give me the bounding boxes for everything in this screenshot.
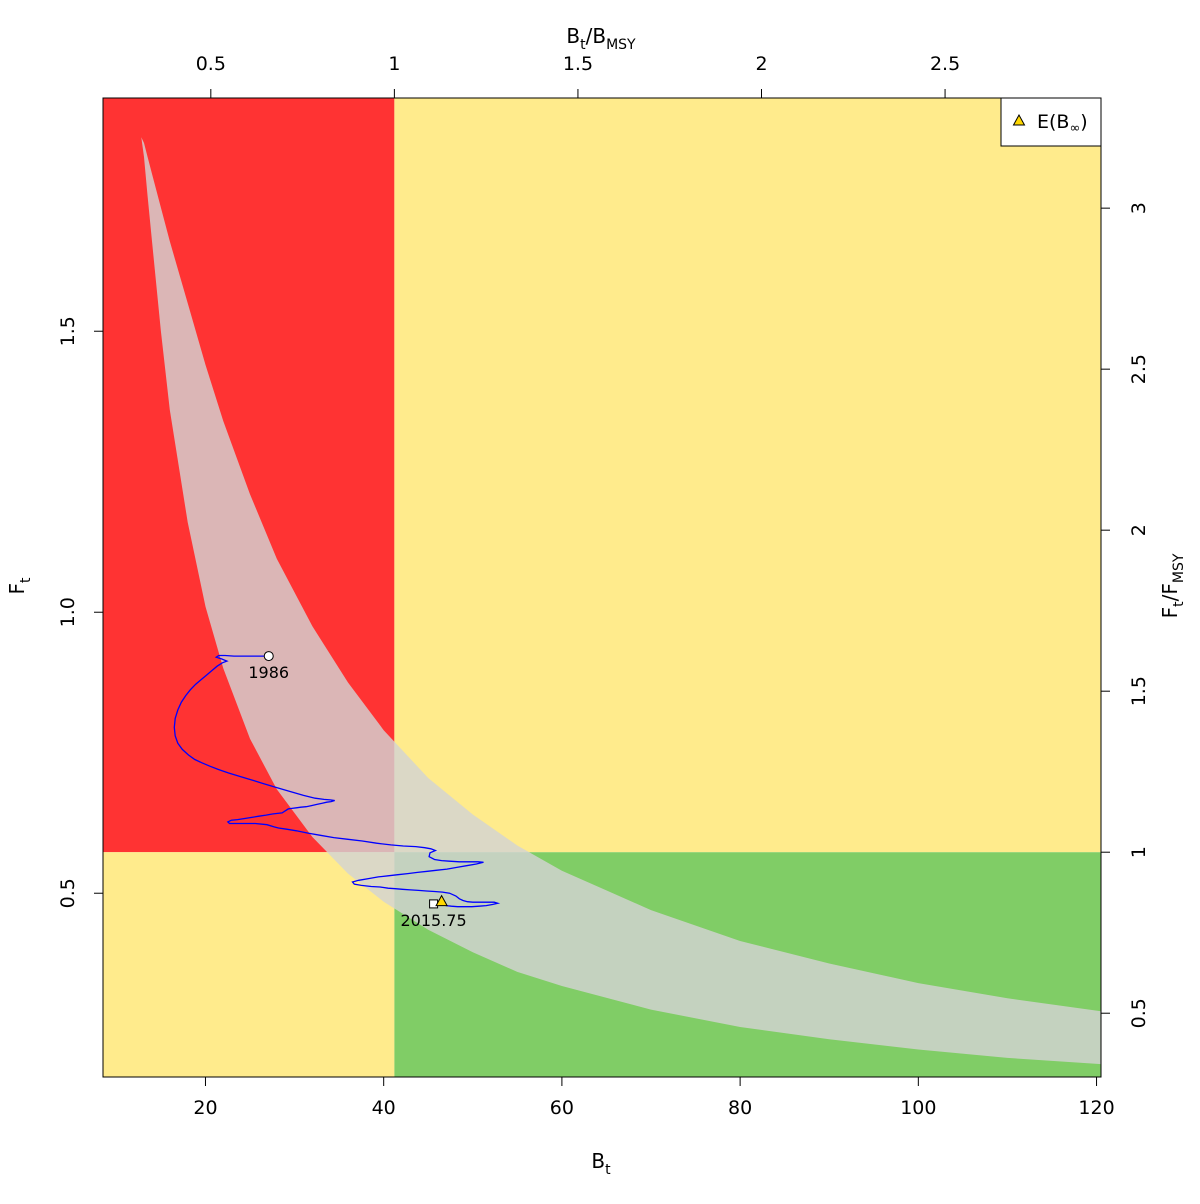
top-axis-tick-label: 1 [388,53,400,75]
y-axis-title-sub: t [18,577,34,583]
right-axis-tick-label: 0.5 [1128,998,1150,1028]
x-axis-title: Bt [591,1149,611,1178]
msy-uncertainty-band [141,137,1101,1065]
bottom-axis-tick-label: 100 [900,1097,936,1119]
right-axis-title-t: t [1171,601,1187,607]
legend-label: E(B∞) [1037,111,1088,136]
y-axis-title: Ft [5,577,34,595]
legend-label-suffix: ) [1080,111,1087,133]
bottom-axis-tick-label: 20 [193,1097,217,1119]
right-axis-title: Ft/FMSY [1158,553,1187,618]
quadrant-overfished-only [103,852,395,1077]
left-axis-tick-label: 0.5 [57,878,79,908]
trajectory-line [173,654,501,908]
right-axis-title-f: F [1158,607,1182,619]
top-axis-title-b: B [566,24,580,48]
right-axis-tick-label: 2.5 [1128,354,1150,384]
left-axis-tick-label: 1.0 [57,597,79,627]
top-axis-tick-label: 1.5 [563,53,593,75]
top-axis-title-msy: MSY [606,37,636,53]
legend-triangle-icon [1012,113,1026,126]
quadrant-layer [103,98,1101,1077]
legend-label-symbol: ∞ [1069,121,1080,136]
start-point-marker [263,651,274,662]
trajectory-layer [173,654,501,908]
bottom-axis-tick-label: 40 [372,1097,396,1119]
top-axis-tick-label: 2.5 [930,53,960,75]
right-axis-title-msy: MSY [1171,553,1187,583]
top-axis-title: Bt/BMSY [566,24,636,53]
top-axis-tick-label: 0.5 [196,53,226,75]
legend-label-prefix: E(B [1037,111,1069,133]
left-axis: 0.5 1.0 1.5 [57,316,104,908]
end-point-label: 2015.75 [401,911,467,930]
y-axis-title-main: F [5,583,29,595]
quadrant-overfishing-only [394,98,1101,853]
bottom-axis: 20 40 60 80 100 120 [193,1076,1115,1119]
right-axis-tick-label: 1 [1128,846,1150,858]
right-axis-tick-label: 1.5 [1128,676,1150,706]
top-axis-title-slash: /B [586,24,606,48]
bottom-axis-tick-label: 60 [550,1097,574,1119]
end-point-marker [429,899,439,909]
top-axis-tick-label: 2 [755,53,767,75]
msy-band-layer [141,137,1101,1065]
right-axis-tick-label: 2 [1128,524,1150,536]
right-axis-title-slash: /F [1158,583,1182,601]
top-axis: 0.5 1 1.5 2 2.5 [196,53,960,99]
legend: E(B∞) [1000,97,1102,147]
bottom-axis-tick-label: 80 [728,1097,752,1119]
x-axis-title-sub: t [605,1162,611,1178]
start-point-label: 1986 [248,663,289,682]
bottom-axis-tick-label: 120 [1078,1097,1114,1119]
points-layer: 1986 2015.75 [248,651,467,930]
right-axis: 0.5 1 1.5 2 2.5 3 [1100,202,1150,1028]
top-axis-title-t: t [580,37,586,53]
expected-equilibrium-marker [435,894,448,907]
left-axis-tick-label: 1.5 [57,316,79,346]
x-axis-title-main: B [591,1149,605,1173]
right-axis-tick-label: 3 [1128,202,1150,214]
